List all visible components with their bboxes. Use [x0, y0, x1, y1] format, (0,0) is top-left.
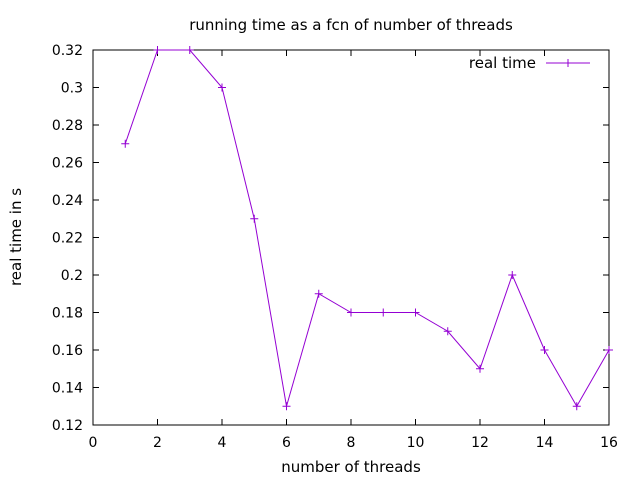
x-tick-label: 6 [282, 435, 291, 451]
x-tick-label: 8 [347, 435, 356, 451]
series-group [121, 46, 613, 411]
y-tick-label: 0.18 [52, 306, 83, 322]
data-point-marker [379, 308, 388, 317]
legend-marker-real-time [564, 59, 572, 67]
y-tick-label: 0.14 [52, 381, 83, 397]
y-axis-title: real time in s [7, 188, 25, 286]
y-tick-label: 0.2 [61, 268, 83, 284]
data-point-marker [572, 402, 581, 411]
y-tick-label: 0.24 [52, 193, 83, 209]
series-line-real-time [124, 49, 610, 408]
x-tick-label: 2 [153, 435, 162, 451]
data-point-marker [443, 327, 452, 336]
y-tick-label: 0.28 [52, 118, 83, 134]
legend-label-real-time: real time [469, 54, 536, 72]
data-point-marker [540, 346, 549, 354]
data-point-marker [314, 289, 323, 298]
legend: real time [469, 54, 590, 72]
y-tick-label: 0.12 [52, 418, 83, 434]
data-point-marker [121, 139, 130, 148]
x-tick-label: 14 [536, 435, 554, 451]
x-tick-label: 12 [471, 435, 489, 451]
data-point-marker [476, 364, 484, 373]
y-tick-label: 0.22 [52, 231, 83, 247]
y-tick-label: 0.26 [52, 156, 83, 172]
y-tick-label: 0.3 [61, 81, 83, 97]
data-point-marker [347, 308, 355, 317]
data-point-marker [185, 46, 194, 54]
data-point-marker [605, 346, 613, 354]
y-tick-label: 0.32 [52, 43, 83, 59]
chart-title: running time as a fcn of number of threa… [189, 16, 513, 34]
plot-frame [92, 49, 610, 426]
data-point-marker [153, 46, 162, 54]
x-tick-label: 4 [218, 435, 227, 451]
data-point-marker [250, 214, 259, 223]
data-point-marker [218, 83, 226, 92]
data-point-marker [508, 271, 517, 279]
x-tick-label: 16 [600, 435, 618, 451]
y-tick-label: 0.16 [52, 343, 83, 359]
data-point-marker [282, 402, 291, 411]
x-tick-label: 0 [89, 435, 98, 451]
x-tick-label: 10 [407, 435, 425, 451]
x-axis-title: number of threads [281, 458, 421, 476]
data-point-marker [411, 308, 420, 317]
